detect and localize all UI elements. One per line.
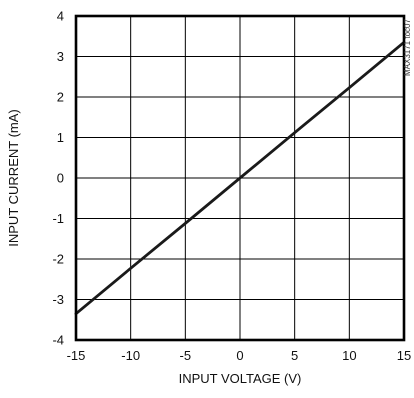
series-line — [74, 40, 406, 316]
y-tick-label: -4 — [52, 333, 64, 348]
x-tick-label: 10 — [342, 348, 356, 363]
y-tick-label: -3 — [52, 292, 64, 307]
y-tick-labels: -4 -3 -2 -1 0 1 2 3 4 — [52, 9, 64, 348]
x-tick-label: 15 — [397, 348, 411, 363]
x-tick-label: -5 — [180, 348, 192, 363]
plot-frame — [74, 14, 406, 342]
x-tick-label: -15 — [67, 348, 86, 363]
series-layer — [74, 40, 406, 316]
x-tick-labels: -15 -10 -5 0 5 10 15 — [67, 348, 412, 363]
x-tick-label: -10 — [121, 348, 140, 363]
y-tick-label: 3 — [57, 49, 64, 64]
y-tick-label: 4 — [57, 9, 64, 24]
y-tick-label: 1 — [57, 130, 64, 145]
y-axis-label: INPUT CURRENT (mA) — [6, 109, 21, 246]
y-tick-label: -2 — [52, 252, 64, 267]
x-tick-label: 5 — [291, 348, 298, 363]
x-axis-label: INPUT VOLTAGE (V) — [179, 371, 302, 386]
y-tick-label: 2 — [57, 90, 64, 105]
y-tick-label: 0 — [57, 171, 64, 186]
y-tick-label: -1 — [52, 211, 64, 226]
figure-code-annotation: MAX3171 toc07 — [403, 19, 412, 76]
x-tick-label: 0 — [236, 348, 243, 363]
